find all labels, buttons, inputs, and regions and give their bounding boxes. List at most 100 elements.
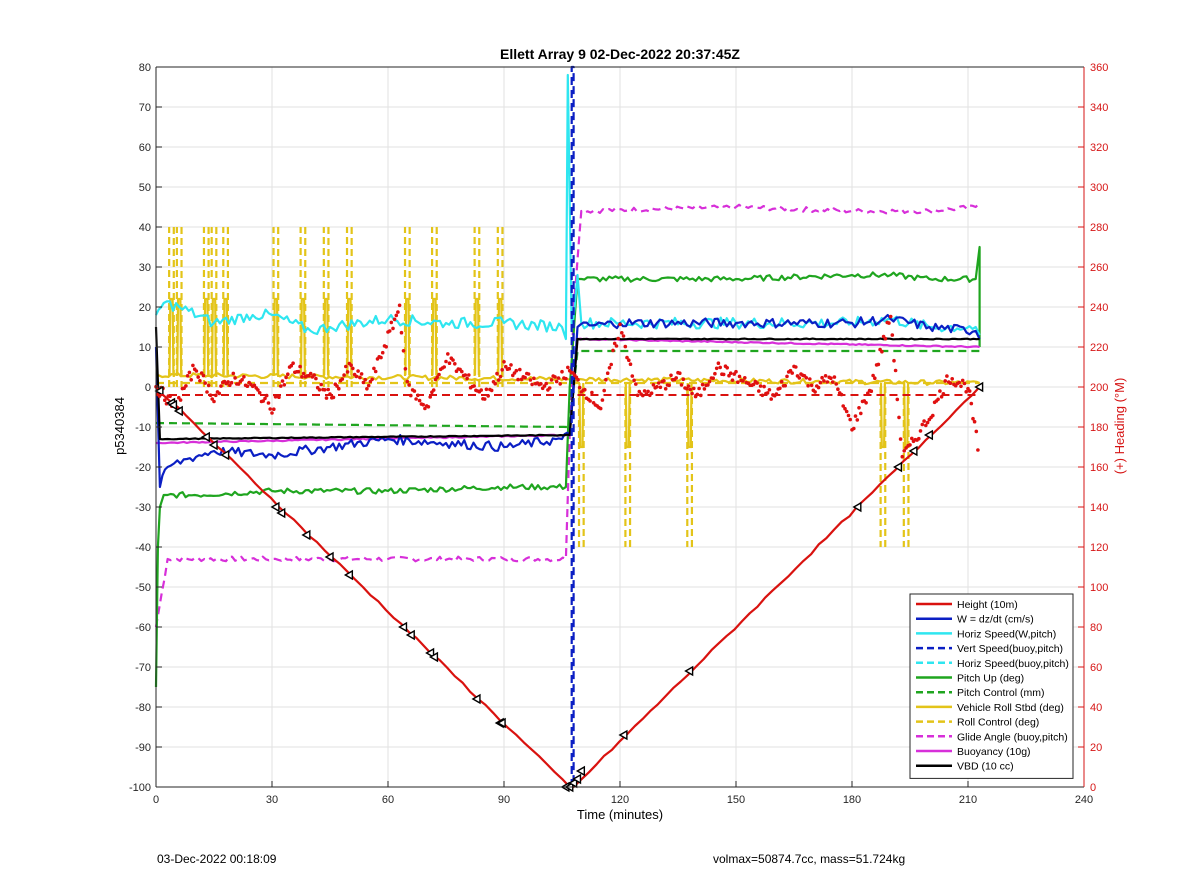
heading-point (314, 376, 318, 381)
heading-point (493, 381, 498, 386)
heading-point (345, 370, 350, 374)
heading-point (730, 378, 735, 383)
heading-point (600, 398, 605, 402)
heading-point (370, 377, 375, 382)
heading-point (583, 387, 587, 392)
waypoint-marker (568, 777, 578, 789)
vehicle-roll-spike (346, 297, 353, 376)
y-tick-label-left: -30 (135, 502, 151, 514)
heading-point (502, 360, 506, 364)
heading-point (412, 389, 417, 393)
y-tick-label-right: 320 (1090, 142, 1108, 154)
heading-point (349, 363, 353, 368)
heading-point (467, 373, 471, 377)
legend-label: Vehicle Roll Stbd (deg) (957, 702, 1064, 714)
heading-point (741, 379, 745, 383)
heading-point (649, 391, 654, 396)
heading-point (855, 418, 860, 422)
waypoint-marker (220, 449, 230, 461)
heading-point (263, 396, 267, 401)
heading-point (407, 383, 411, 387)
heading-point (920, 422, 925, 427)
legend-label: VBD (10 cc) (957, 761, 1014, 773)
heading-point (783, 383, 787, 388)
heading-point (658, 385, 663, 390)
y-tick-label-left: 40 (139, 222, 151, 234)
y-tick-label-left: 80 (139, 62, 151, 74)
y-tick-label-right: 200 (1090, 382, 1108, 394)
heading-point (240, 378, 244, 382)
heading-point (836, 387, 840, 392)
heading-point (518, 367, 522, 372)
heading-point (964, 390, 968, 394)
heading-point (312, 373, 317, 377)
waypoint-marker (301, 529, 311, 541)
y-tick-label-right: 120 (1090, 542, 1108, 554)
y-tick-label-left: -50 (135, 582, 151, 594)
y-tick-label-left: 0 (145, 382, 151, 394)
y-tick-label-right: 60 (1090, 662, 1102, 674)
heading-point (876, 362, 881, 367)
heading-point (804, 376, 809, 380)
heading-point (778, 386, 782, 391)
heading-point (697, 386, 701, 391)
heading-point (646, 389, 650, 394)
y-tick-label-right: 160 (1090, 462, 1108, 474)
heading-point (554, 379, 559, 384)
y-tick-label-right: 40 (1090, 702, 1102, 714)
heading-point (542, 384, 547, 388)
heading-point (602, 388, 606, 393)
heading-point (887, 321, 891, 325)
heading-point (669, 373, 673, 378)
heading-point (389, 320, 394, 325)
heading-point (489, 388, 494, 393)
y-tick-label-right: 80 (1090, 622, 1102, 634)
heading-point (679, 383, 684, 387)
heading-point (564, 376, 568, 381)
y-tick-label-right: 240 (1090, 302, 1108, 314)
legend: Height (10m) W = dz/dt (cm/s) Horiz Speed(… (909, 593, 1074, 779)
heading-point (656, 381, 661, 385)
heading-point (479, 388, 484, 392)
heading-point (495, 371, 499, 376)
heading-point (918, 429, 923, 433)
heading-point (686, 384, 691, 388)
heading-point (340, 377, 345, 381)
waypoint-marker (892, 461, 903, 473)
heading-point (910, 436, 914, 441)
heading-point (257, 391, 262, 395)
heading-point (721, 372, 726, 377)
waypoint-marker (852, 501, 862, 513)
heading-point (354, 374, 359, 379)
heading-point (859, 411, 863, 416)
legend-label: Pitch Control (mm) (957, 687, 1045, 699)
heading-point (282, 383, 287, 387)
y-tick-label-right: 260 (1090, 262, 1108, 274)
heading-point (566, 365, 570, 370)
heading-point (736, 380, 740, 385)
heading-point (539, 382, 543, 386)
heading-point (228, 383, 232, 388)
heading-point (971, 416, 975, 421)
heading-point (612, 341, 617, 346)
heading-point (590, 390, 594, 395)
heading-point (890, 333, 895, 337)
heading-point (864, 401, 868, 405)
legend-label: Horiz Speed(buoy,pitch) (957, 658, 1069, 670)
vehicle-roll-spike (272, 297, 279, 376)
heading-point (342, 373, 346, 377)
heading-point (447, 361, 452, 366)
heading-point (785, 374, 789, 379)
x-tick-label: 240 (1075, 794, 1093, 806)
heading-point (280, 379, 285, 383)
heading-point (588, 399, 592, 403)
heading-point (500, 368, 505, 372)
y-tick-label-right: 140 (1090, 502, 1108, 514)
y-tick-label-right: 100 (1090, 582, 1108, 594)
heading-point (359, 372, 364, 376)
heading-point (277, 395, 281, 400)
waypoint-marker (471, 693, 481, 705)
waypoint-marker (200, 431, 210, 443)
heading-point (627, 358, 631, 363)
heading-point (769, 397, 773, 401)
